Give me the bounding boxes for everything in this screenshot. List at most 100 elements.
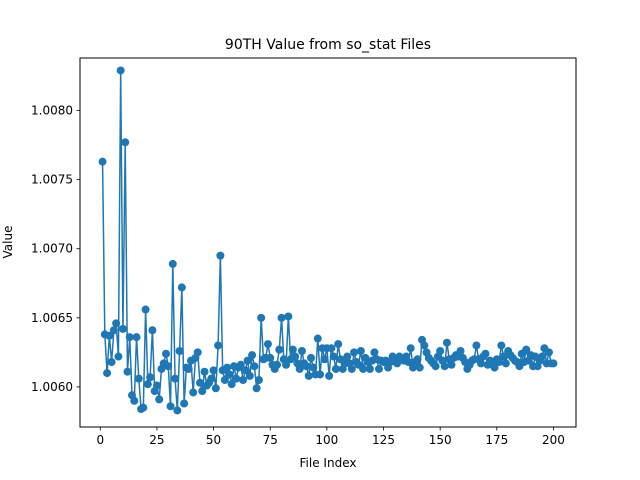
data-point xyxy=(200,367,209,376)
data-point xyxy=(495,358,504,367)
data-point xyxy=(334,340,343,349)
data-point xyxy=(350,348,359,357)
data-point xyxy=(241,366,250,375)
data-point xyxy=(442,338,451,347)
y-tick-label: 1.0080 xyxy=(31,104,73,118)
data-point xyxy=(225,370,234,379)
data-point xyxy=(544,348,553,357)
x-axis-label: File Index xyxy=(300,456,357,470)
data-point xyxy=(146,373,155,382)
data-point xyxy=(302,362,311,371)
data-point xyxy=(275,345,284,354)
data-point xyxy=(295,364,304,373)
data-point xyxy=(370,348,379,357)
data-point xyxy=(413,355,422,364)
data-point xyxy=(252,384,261,393)
data-point xyxy=(105,331,114,340)
y-axis-label: Value xyxy=(1,226,15,259)
data-point xyxy=(143,380,152,389)
data-point xyxy=(359,364,368,373)
data-point xyxy=(297,346,306,355)
data-point xyxy=(189,388,198,397)
x-tick-label: 50 xyxy=(206,433,221,447)
data-point xyxy=(538,352,547,361)
data-point xyxy=(431,362,440,371)
data-point xyxy=(266,353,275,362)
data-point xyxy=(277,313,286,322)
data-point xyxy=(148,326,157,335)
axes-frame xyxy=(79,57,577,428)
x-axis-ticks: 0 25 50 75 100 125 150 175 200 xyxy=(96,427,565,447)
data-point xyxy=(476,359,485,368)
data-point xyxy=(227,380,236,389)
data-point xyxy=(220,376,229,385)
data-point xyxy=(499,352,508,361)
data-point xyxy=(180,399,189,408)
data-point xyxy=(245,371,254,380)
data-point xyxy=(415,363,424,372)
data-point xyxy=(193,348,202,357)
data-point xyxy=(236,360,245,369)
data-point xyxy=(365,364,374,373)
data-point xyxy=(223,363,232,372)
data-point xyxy=(325,371,334,380)
data-point xyxy=(313,334,322,343)
data-point xyxy=(320,355,329,364)
data-point xyxy=(481,349,490,358)
data-point xyxy=(291,352,300,361)
data-point xyxy=(134,374,143,383)
data-point xyxy=(549,359,558,368)
data-point xyxy=(173,406,182,415)
data-point xyxy=(331,364,340,373)
data-point xyxy=(343,352,352,361)
data-point xyxy=(254,376,263,385)
data-point xyxy=(257,313,266,322)
data-point xyxy=(166,402,175,411)
y-tick-label: 1.0065 xyxy=(31,311,73,325)
x-tick-label: 200 xyxy=(542,433,565,447)
data-point xyxy=(132,333,141,342)
data-point xyxy=(98,157,107,166)
data-point xyxy=(497,341,506,350)
y-tick-label: 1.0060 xyxy=(31,380,73,394)
data-point xyxy=(130,396,139,405)
data-point xyxy=(155,395,164,404)
data-point xyxy=(347,364,356,373)
x-tick-label: 25 xyxy=(149,433,164,447)
data-point xyxy=(161,349,170,358)
data-point xyxy=(436,346,445,355)
data-point xyxy=(216,251,225,260)
data-point xyxy=(329,352,338,361)
data-point xyxy=(209,366,218,375)
data-point xyxy=(152,381,161,390)
data-point xyxy=(121,138,130,147)
data-point xyxy=(232,374,241,383)
x-tick-label: 150 xyxy=(429,433,452,447)
data-point xyxy=(118,324,127,333)
data-point xyxy=(420,341,429,350)
data-point xyxy=(198,387,207,396)
data-point xyxy=(175,346,184,355)
data-point xyxy=(139,403,148,412)
data-point xyxy=(116,66,125,75)
data-point xyxy=(447,360,456,369)
data-point xyxy=(307,353,316,362)
data-point xyxy=(356,346,365,355)
data-point xyxy=(327,344,336,353)
data-point xyxy=(141,305,150,314)
x-tick-label: 0 xyxy=(96,433,104,447)
data-point xyxy=(177,283,186,292)
data-point xyxy=(112,319,121,328)
data-point xyxy=(184,364,193,373)
data-point xyxy=(250,362,259,371)
x-tick-label: 75 xyxy=(263,433,278,447)
y-tick-label: 1.0070 xyxy=(31,242,73,256)
x-tick-label: 175 xyxy=(485,433,508,447)
data-point xyxy=(316,370,325,379)
data-point xyxy=(171,374,180,383)
data-point xyxy=(404,358,413,367)
data-point xyxy=(195,378,204,387)
data-point xyxy=(114,352,123,361)
data-point xyxy=(374,364,383,373)
y-tick-label: 1.0075 xyxy=(31,173,73,187)
